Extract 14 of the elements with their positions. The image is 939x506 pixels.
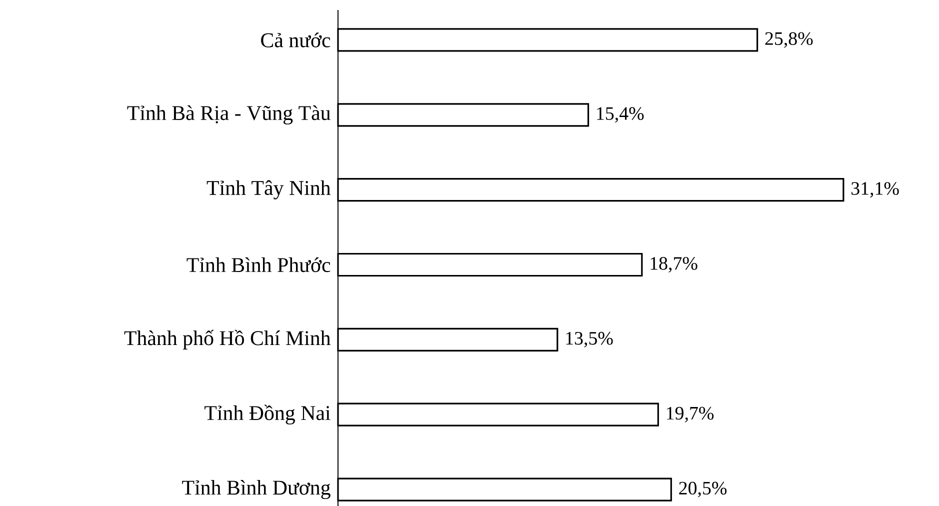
y-tick-label: Tỉnh Bà Rịa - Vũng Tàu bbox=[127, 105, 330, 124]
y-tick-label: Tỉnh Bình Dương bbox=[182, 480, 330, 500]
data-label: 31,1% bbox=[852, 182, 899, 198]
data-label: 25,8% bbox=[765, 32, 813, 48]
y-tick-label: Tỉnh Đồng Nai bbox=[204, 404, 330, 424]
data-label: 13,5% bbox=[566, 332, 613, 348]
data-label: 19,7% bbox=[666, 406, 714, 422]
y-tick-label: Cả nước bbox=[261, 32, 330, 48]
data-label: 20,5% bbox=[679, 482, 727, 498]
y-tick-label: Tỉnh Tây Ninh bbox=[206, 180, 331, 200]
y-tick-label: Thành phố Hồ Chí Minh bbox=[124, 330, 331, 350]
y-tick-label: Tỉnh Bình Phước bbox=[186, 257, 330, 272]
data-label: 18,7% bbox=[650, 257, 698, 272]
data-label: 15,4% bbox=[597, 107, 644, 123]
